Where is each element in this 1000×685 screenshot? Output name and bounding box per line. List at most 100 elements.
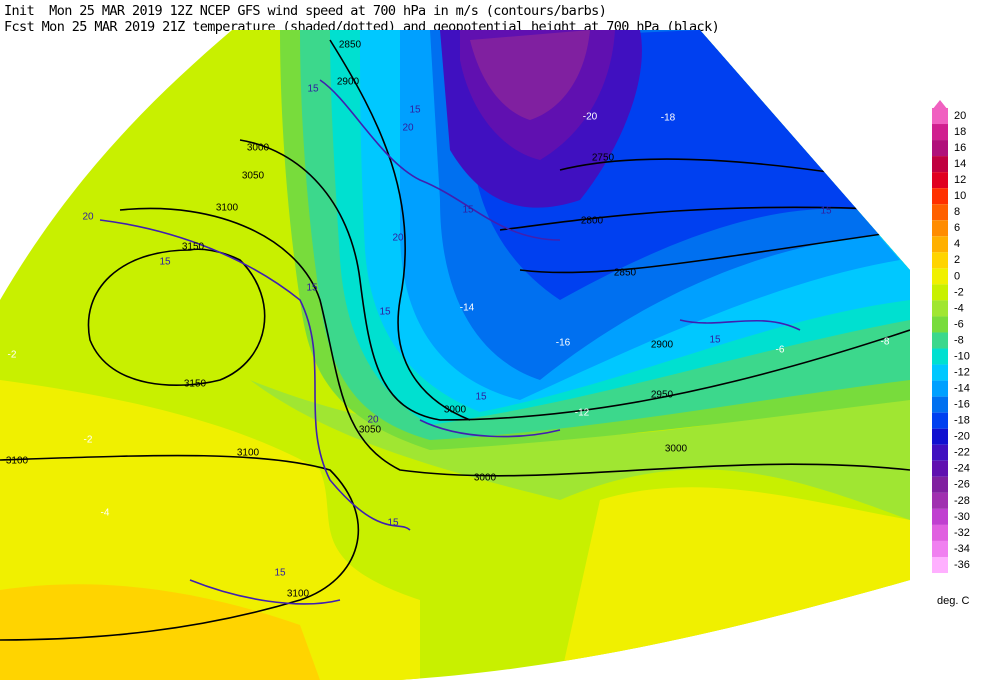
header-line: Init Mon 25 MAR 2019 12Z NCEP GFS wind s… xyxy=(4,3,606,19)
wind-label: 15 xyxy=(462,205,474,216)
wind-label: 15 xyxy=(307,84,319,95)
colorbar-label: 16 xyxy=(954,142,966,154)
colorbar-label: -4 xyxy=(954,302,964,314)
temperature-shade xyxy=(470,30,590,120)
colorbar-swatch xyxy=(932,540,948,557)
height-label: 2850 xyxy=(339,40,362,51)
colorbar-label: -14 xyxy=(954,383,970,395)
height-label: 2800 xyxy=(581,216,604,227)
wind-contour xyxy=(99,219,411,531)
colorbar-swatch xyxy=(932,492,948,509)
colorbar-label: 10 xyxy=(954,190,966,202)
colorbar-unit: deg. C xyxy=(937,595,969,607)
colorbar-swatch xyxy=(932,220,948,237)
wind-label: 15 xyxy=(409,105,421,116)
wind-label: 15 xyxy=(379,307,391,318)
colorbar-swatch xyxy=(932,364,948,381)
height-label: 3150 xyxy=(182,242,205,253)
wind-contour xyxy=(189,579,341,605)
colorbar-label: -10 xyxy=(954,350,970,362)
temperature-label: -2 xyxy=(8,350,17,361)
colorbar-swatch xyxy=(932,236,948,253)
height-contour xyxy=(119,207,910,477)
wind-label: 15 xyxy=(820,206,832,217)
colorbar-swatch xyxy=(932,316,948,333)
colorbar-label: -34 xyxy=(954,543,970,555)
wind-label: 15 xyxy=(709,335,721,346)
temperature-label: -4 xyxy=(101,508,110,519)
colorbar-swatch xyxy=(932,348,948,365)
colorbar-swatch xyxy=(932,156,948,173)
colorbar-label: -16 xyxy=(954,399,970,411)
colorbar-label: -22 xyxy=(954,447,970,459)
height-label: 3000 xyxy=(474,473,497,484)
wind-label: 15 xyxy=(475,392,487,403)
wind-label: 20 xyxy=(392,233,404,244)
colorbar-swatch xyxy=(932,300,948,317)
colorbar-swatch xyxy=(932,428,948,445)
height-label: 3000 xyxy=(247,143,270,154)
colorbar-swatch xyxy=(932,107,948,125)
colorbar-swatch xyxy=(932,268,948,285)
colorbar-swatch xyxy=(932,332,948,349)
height-label: 3150 xyxy=(184,379,207,390)
temperature-label: -6 xyxy=(776,345,785,356)
colorbar-swatch xyxy=(932,444,948,461)
temperature-shade xyxy=(0,584,320,680)
height-contour xyxy=(519,229,910,274)
colorbar-label: -20 xyxy=(954,431,970,443)
height-label: 3000 xyxy=(665,444,688,455)
height-label: 3100 xyxy=(237,448,260,459)
wind-label: 20 xyxy=(367,415,379,426)
colorbar-label: 8 xyxy=(954,206,960,218)
height-contour xyxy=(499,206,901,231)
height-label: 3100 xyxy=(216,203,239,214)
height-label: 3000 xyxy=(444,405,467,416)
colorbar-swatch xyxy=(932,172,948,189)
wind-label: 15 xyxy=(274,568,286,579)
temperature-shade xyxy=(250,380,910,520)
colorbar-label: -28 xyxy=(954,495,970,507)
colorbar-label: 20 xyxy=(954,110,966,122)
height-label: 2900 xyxy=(651,340,674,351)
colorbar-swatch xyxy=(932,556,948,574)
wind-contour xyxy=(319,79,561,241)
colorbar-swatch xyxy=(932,508,948,525)
temperature-label: -20 xyxy=(583,112,598,123)
wind-contour xyxy=(419,419,561,438)
temperature-label: -14 xyxy=(460,303,475,314)
height-contour xyxy=(329,39,471,421)
temperature-label: -12 xyxy=(575,408,590,419)
height-contour xyxy=(87,248,266,387)
height-label: 2900 xyxy=(337,77,360,88)
colorbar-swatch xyxy=(932,204,948,221)
colorbar-swatch xyxy=(932,380,948,397)
colorbar-label: 12 xyxy=(954,174,966,186)
colorbar-swatch xyxy=(932,476,948,493)
colorbar-label: -6 xyxy=(954,318,964,330)
temperature-label: -18 xyxy=(661,113,676,124)
wind-label: 20 xyxy=(402,123,414,134)
height-label: 2750 xyxy=(592,153,615,164)
colorbar-label: -12 xyxy=(954,366,970,378)
colorbar-label: 2 xyxy=(954,254,960,266)
temperature-label: -8 xyxy=(881,337,890,348)
wind-label: 15 xyxy=(306,283,318,294)
wind-contour xyxy=(679,319,801,331)
colorbar-label: -36 xyxy=(954,559,970,571)
colorbar-label: -30 xyxy=(954,511,970,523)
colorbar-swatch xyxy=(932,396,948,413)
colorbar-label: 14 xyxy=(954,158,966,170)
colorbar-swatch xyxy=(932,460,948,477)
height-label: 3100 xyxy=(6,456,29,467)
colorbar-swatch xyxy=(932,252,948,269)
height-label: 3100 xyxy=(287,589,310,600)
colorbar-swatch xyxy=(932,124,948,141)
colorbar-label: 0 xyxy=(954,270,960,282)
colorbar-label: -8 xyxy=(954,334,964,346)
colorbar-label: 18 xyxy=(954,126,966,138)
colorbar-label: -32 xyxy=(954,527,970,539)
colorbar-label: -2 xyxy=(954,286,964,298)
